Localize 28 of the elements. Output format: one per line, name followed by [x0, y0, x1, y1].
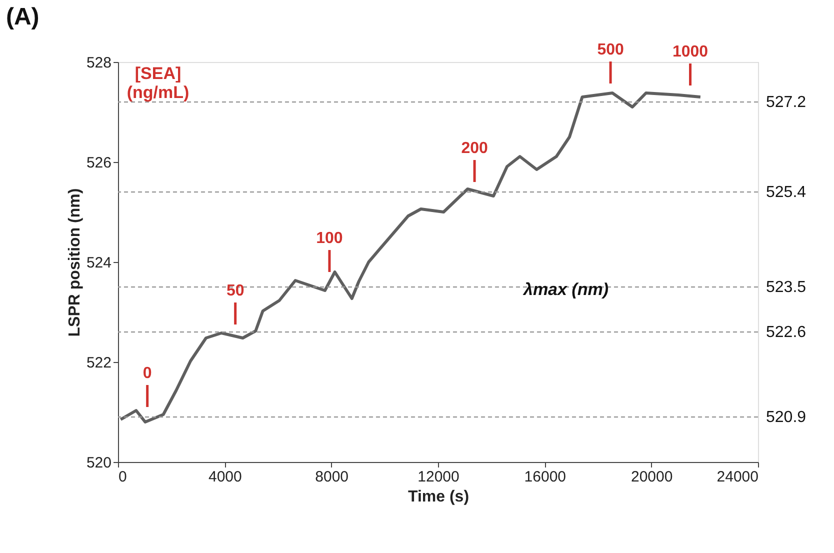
- chart-title: (A): [6, 4, 40, 30]
- x-axis-title: Time (s): [408, 488, 470, 506]
- x-tick-label: 20000: [630, 468, 673, 486]
- annotation: [SEA] (ng/mL): [126, 64, 190, 102]
- x-tick-label: 0: [118, 468, 127, 486]
- y-tick-label: 528: [86, 54, 112, 72]
- ref-line-label: 523.5: [766, 279, 806, 296]
- y-tick-label: 520: [86, 454, 112, 472]
- x-tick-label: 12000: [418, 468, 460, 486]
- ref-line-label: 522.6: [766, 324, 806, 341]
- annotation: 100: [316, 230, 343, 247]
- annotation: 0: [142, 365, 152, 382]
- x-tick-label: 16000: [524, 468, 566, 486]
- annotation: 50: [226, 282, 244, 300]
- annotation: 200: [461, 140, 488, 157]
- y-tick-label: 526: [86, 154, 112, 172]
- annotation: 500: [597, 42, 624, 58]
- annotation: λmax (nm): [522, 280, 609, 299]
- x-tick-label: 8000: [315, 468, 349, 486]
- x-tick-label: 24000: [716, 468, 758, 486]
- y-axis-title: LSPR position (nm): [66, 188, 84, 337]
- y-tick-label: 524: [86, 254, 112, 272]
- ref-line-label: 525.4: [766, 184, 806, 201]
- annotation: 1000: [672, 44, 708, 60]
- ref-line-label: 520.9: [766, 409, 806, 426]
- ref-line-label: 527.2: [766, 94, 806, 111]
- x-tick-label: 4000: [208, 468, 242, 486]
- y-tick-label: 522: [86, 354, 112, 372]
